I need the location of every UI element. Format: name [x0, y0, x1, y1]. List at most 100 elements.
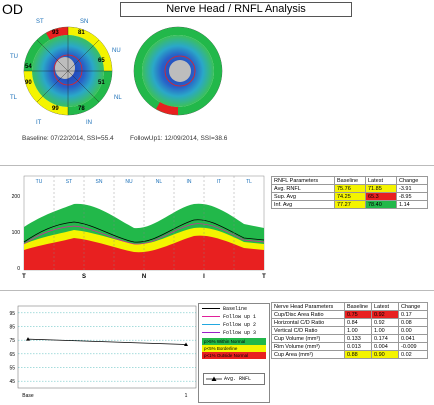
tsnit-segment-label: ST	[66, 179, 72, 185]
row-latest: 0.92	[371, 318, 399, 327]
tsnit-segment-label: TU	[36, 179, 43, 185]
table-row: Sup. Avg 74.25 65.3 -8.95	[271, 192, 428, 201]
row-baseline: 0.133	[344, 334, 372, 343]
trend-x-tick: 1	[185, 393, 188, 399]
map-label-nu: NU	[112, 48, 121, 54]
legend-item: Baseline	[202, 305, 266, 312]
row-label: Sup. Avg	[271, 192, 335, 201]
table-row: Rim Volume (mm³) 0.013 0.004 -0.009	[271, 342, 428, 351]
row-change: -8.95	[396, 192, 428, 201]
row-label: Cup/Disc Area Ratio	[271, 310, 345, 319]
legend-norm-item: p<1% Outside Normal	[202, 352, 266, 359]
chart-legend: Baseline Follow up 1 Follow up 2 Follow up …	[198, 303, 270, 403]
row-baseline: 0.75	[344, 310, 372, 319]
table-row: Cup Volume (mm³) 0.133 0.174 0.041	[271, 334, 428, 343]
trend-chart: 95 85 75 65 55 45 Base 1	[9, 305, 197, 399]
row-change: 0.02	[398, 350, 428, 359]
tsnit-segment-label: TL	[246, 179, 252, 185]
trend-y-tick: 75	[9, 338, 15, 344]
rnfl-header-change: Change	[396, 176, 428, 185]
tsnit-y-tick: 0	[17, 266, 20, 272]
row-latest: 1.00	[371, 326, 399, 335]
tsnit-segment-label: NU	[125, 179, 133, 185]
row-latest: 78.40	[365, 200, 397, 209]
tsnit-x-tick: T	[262, 274, 266, 280]
row-baseline: 75.76	[334, 184, 366, 193]
row-label: Inf. Avg	[271, 200, 335, 209]
nerve-header-latest: Latest	[371, 302, 399, 311]
legend-label: Follow up 3	[223, 329, 257, 336]
followup-map	[133, 26, 223, 116]
trend-point	[26, 337, 30, 341]
row-change: -0.009	[398, 342, 428, 351]
rnfl-parameters-table: RNFL Parameters Baseline Latest Change A…	[271, 176, 428, 209]
nerve-header-baseline: Baseline	[344, 302, 372, 311]
map-label-it: IT	[36, 120, 42, 126]
legend-norm-item: p>5% Within Normal	[202, 338, 266, 345]
row-latest: 0.174	[371, 334, 399, 343]
map-label-tu: TU	[10, 54, 18, 60]
page-title: Nerve Head / RNFL Analysis	[120, 2, 352, 17]
map-label-in: IN	[86, 120, 92, 126]
row-baseline: 0.013	[344, 342, 372, 351]
tsnit-segment-label: NL	[156, 179, 163, 185]
rnfl-header-baseline: Baseline	[334, 176, 366, 185]
table-row: Cup Area (mm²) 0.88 0.90 0.02	[271, 350, 428, 359]
nerve-header-change: Change	[398, 302, 428, 311]
map-value-it: 99	[52, 106, 59, 112]
legend-label: Follow up 1	[223, 313, 257, 320]
row-baseline: 74.25	[334, 192, 366, 201]
map-value-sn: 81	[78, 30, 85, 36]
tsnit-y-tick: 100	[12, 230, 21, 236]
avg-rnfl-legend-label: Avg. RNFL	[224, 376, 252, 382]
legend-norm-item: p<5% Borderline	[202, 345, 266, 352]
map-value-tl: 90	[25, 80, 32, 86]
legend-label: Baseline	[223, 305, 248, 312]
row-label: Horizontal C/D Ratio	[271, 318, 345, 327]
row-change: 0.17	[398, 310, 428, 319]
row-change: -3.91	[396, 184, 428, 193]
row-latest: 71.85	[365, 184, 397, 193]
legend-item: Follow up 3	[202, 329, 266, 336]
tsnit-segment-label: IT	[217, 179, 221, 185]
row-baseline: 0.84	[344, 318, 372, 327]
row-change: 0.00	[398, 326, 428, 335]
tsnit-x-tick: N	[142, 274, 146, 280]
trend-y-tick: 95	[9, 311, 15, 317]
row-label: Avg. RNFL	[271, 184, 335, 193]
nerve-header-param: Nerve Head Parameters	[271, 302, 345, 311]
map-value-st: 93	[52, 30, 59, 36]
avg-rnfl-marker-icon	[206, 376, 222, 381]
tsnit-x-tick: T	[22, 274, 26, 280]
legend-swatch	[202, 323, 220, 326]
row-label: Rim Volume (mm³)	[271, 342, 345, 351]
eye-label: OD	[2, 1, 23, 17]
map-label-tl: TL	[10, 95, 18, 101]
trend-point	[184, 342, 188, 346]
tsnit-segment-label: SN	[96, 179, 103, 185]
tsnit-x-tick: I	[203, 274, 205, 280]
tsnit-y-tick: 200	[12, 194, 21, 200]
row-latest: 0.90	[371, 350, 399, 359]
section-divider	[0, 290, 434, 291]
row-change: 0.08	[398, 318, 428, 327]
baseline-caption: Baseline: 07/22/2014, SSI=55.4	[22, 135, 114, 142]
map-label-nl: NL	[114, 95, 122, 101]
row-label: Cup Area (mm²)	[271, 350, 345, 359]
nerve-head-parameters-table: Nerve Head Parameters Baseline Latest Ch…	[271, 302, 428, 359]
trend-y-tick: 65	[9, 352, 15, 358]
trend-y-tick: 55	[9, 366, 15, 372]
legend-item: Follow up 1	[202, 313, 266, 320]
map-label-st: ST	[36, 19, 44, 25]
map-value-in: 78	[78, 106, 85, 112]
followup-caption: FollowUp1: 12/09/2014, SSI=38.6	[130, 135, 228, 142]
section-divider	[0, 165, 434, 166]
row-label: Vertical C/D Ratio	[271, 326, 345, 335]
table-row: Inf. Avg 77.27 78.40 1.14	[271, 200, 428, 209]
baseline-map	[23, 26, 113, 116]
row-baseline: 0.88	[344, 350, 372, 359]
legend-swatch	[202, 307, 220, 310]
map-value-tu: 54	[25, 64, 32, 70]
avg-rnfl-legend: Avg. RNFL	[203, 373, 265, 385]
